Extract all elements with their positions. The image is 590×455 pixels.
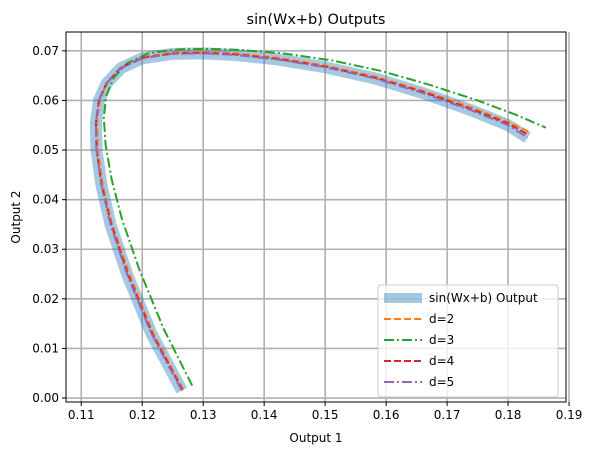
x-tick-label: 0.11	[68, 408, 95, 422]
legend-label: d=3	[429, 333, 454, 347]
y-tick-label: 0.05	[32, 143, 59, 157]
x-tick-label: 0.12	[129, 408, 156, 422]
x-axis-label: Output 1	[289, 431, 342, 445]
y-tick-label: 0.02	[32, 292, 59, 306]
legend-label: d=2	[429, 312, 454, 326]
x-tick-label: 0.15	[312, 408, 339, 422]
series-line-2	[96, 50, 532, 390]
legend: sin(Wx+b) Output d=2 d=3 d=4 d=5	[377, 284, 559, 398]
y-tick-label: 0.06	[32, 93, 59, 107]
ticks: 0.11 0.12 0.13 0.14 0.15 0.16 0.17 0.18 0.19 0.00…	[32, 44, 582, 422]
y-tick-label: 0.07	[32, 44, 59, 58]
legend-label: sin(Wx+b) Output	[429, 291, 538, 305]
x-tick-label: 0.16	[373, 408, 400, 422]
legend-label: d=5	[429, 375, 454, 389]
series-line-5	[94, 52, 529, 392]
plot-frame	[65, 31, 567, 403]
x-tick-label: 0.13	[190, 408, 217, 422]
chart-title: sin(Wx+b) Outputs	[247, 12, 386, 28]
x-tick-label: 0.17	[434, 408, 461, 422]
x-tick-label: 0.18	[495, 408, 522, 422]
y-tick-label: 0.04	[32, 193, 59, 207]
series-layer	[89, 47, 547, 394]
series-line-4	[94, 51, 530, 391]
y-tick-label: 0.01	[32, 341, 59, 355]
legend-label: d=4	[429, 354, 454, 368]
x-tick-label: 0.14	[251, 408, 278, 422]
y-tick-label: 0.03	[32, 242, 59, 256]
x-tick-label: 0.19	[556, 408, 583, 422]
legend-box	[377, 284, 559, 398]
series-line-3	[102, 47, 547, 387]
y-axis-label: Output 2	[9, 190, 23, 243]
y-tick-label: 0.00	[32, 391, 59, 405]
